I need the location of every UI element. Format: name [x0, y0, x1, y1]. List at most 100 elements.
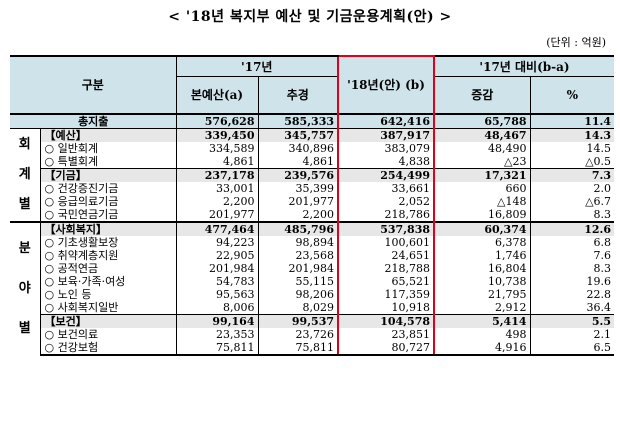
- cell-year18: 100,601: [337, 236, 436, 249]
- cell-percent: 22.8: [529, 288, 615, 301]
- row-label: ○ 보건의료: [44, 328, 99, 341]
- cell-percent: 14.3: [529, 128, 615, 142]
- cell-main-budget: 75,811: [175, 341, 258, 356]
- table-header: 구분 '17년 '18년(안) (b) '17년 대비(b-a) 본예산(a) …: [10, 55, 615, 115]
- cell-supplementary: 345,757: [257, 128, 339, 142]
- cell-main-budget: 22,905: [175, 249, 258, 262]
- row-label: ○ 취약계층지원: [44, 249, 119, 262]
- cell-change: 6,378: [495, 236, 527, 249]
- page-title: < '18년 복지부 예산 및 기금운용계획(안) >: [168, 9, 452, 25]
- cell-change: 10,738: [488, 275, 527, 288]
- side-label-account: 회 계 별: [10, 128, 41, 222]
- table-row: 분 야 별 【사회복지】 477,464 485,796 537,838 60,…: [10, 221, 615, 355]
- cell-year18: 218,786: [337, 208, 436, 222]
- cell-supplementary: 23,726: [257, 328, 339, 341]
- table-row: 회 계 별 【예산】 339,450 345,757 387,917 48,46…: [10, 128, 615, 222]
- cell-main-budget: 2,200: [175, 195, 258, 208]
- row-label: ○ 보육·가족·여성: [44, 275, 126, 288]
- cell-supplementary: 98,206: [257, 288, 339, 301]
- table-row: ○ 취약계층지원 22,905 23,568 24,651 1,746 7.6: [10, 249, 615, 262]
- table-row: ○ 노인 등 95,563 98,206 117,359 21,795 22.8: [10, 288, 615, 301]
- cell-main-budget: 201,984: [175, 262, 258, 275]
- cell-year18: 4,838: [337, 155, 436, 169]
- cell-main-budget: 8,006: [175, 301, 258, 315]
- budget-table: 구분 '17년 '18년(안) (b) '17년 대비(b-a) 본예산(a) …: [10, 55, 615, 356]
- row-label: ○ 건강증진기금: [44, 182, 119, 195]
- cell-change: △148: [497, 195, 527, 208]
- cell-year18: 33,661: [337, 182, 436, 195]
- cell-supplementary: 8,029: [257, 301, 339, 315]
- header-year18: '18년(안) (b): [337, 55, 436, 115]
- table-row: ○ 일반회계 334,589 340,896 383,079 48,490 14…: [10, 142, 615, 155]
- row-label: ○ 응급의료기금: [44, 195, 119, 208]
- side-label-field: 분 야 별: [10, 221, 41, 355]
- cell-supplementary: 340,896: [257, 142, 339, 155]
- cell-main-budget: 4,861: [175, 155, 258, 169]
- row-label: 【보건】: [40, 314, 176, 328]
- table-row: ○ 보건의료 23,353 23,726 23,851 498 2.1: [10, 328, 615, 341]
- cell-change: 48,490: [488, 142, 527, 155]
- cell-supplementary: 201,977: [257, 195, 339, 208]
- cell-percent: 6.5: [529, 341, 615, 356]
- table-row: ○ 특별회계 4,861 4,861 4,838 △23 △0.5: [10, 155, 615, 169]
- header-supplementary: 추경: [257, 76, 339, 115]
- cell-year18: 80,727: [337, 341, 436, 356]
- table-row: ○ 보육·가족·여성 54,783 55,115 65,521 10,738 1…: [10, 275, 615, 288]
- row-label: ○ 공적연금: [44, 262, 99, 275]
- row-label: ○ 사회복지일반: [44, 301, 119, 314]
- cell-supplementary: 75,811: [257, 341, 339, 356]
- cell-supplementary: 35,399: [257, 182, 339, 195]
- cell-main-budget: 576,628: [175, 113, 258, 129]
- unit-label: (단위 : 억원): [546, 36, 606, 49]
- cell-supplementary: 585,333: [257, 113, 339, 129]
- cell-change: △23: [504, 155, 527, 168]
- cell-main-budget: 237,178: [175, 168, 258, 182]
- cell-change: 660: [505, 182, 527, 195]
- cell-main-budget: 334,589: [175, 142, 258, 155]
- cell-supplementary: 485,796: [257, 221, 339, 236]
- cell-main-budget: 23,353: [175, 328, 258, 341]
- cell-year18: 10,918: [337, 301, 436, 315]
- cell-change: 4,916: [434, 341, 531, 356]
- cell-percent: △0.5: [529, 155, 615, 169]
- row-label: 【기금】: [40, 168, 176, 182]
- cell-percent: 14.5: [529, 142, 615, 155]
- cell-year18: 218,788: [337, 262, 436, 275]
- row-label: ○ 일반회계: [44, 142, 99, 155]
- cell-percent: 2.1: [529, 328, 615, 341]
- cell-supplementary: 4,861: [257, 155, 339, 169]
- cell-main-budget: 477,464: [175, 221, 258, 236]
- cell-change: 1,746: [495, 249, 527, 262]
- cell-change: 16,804: [488, 262, 527, 275]
- cell-year18: 65,521: [337, 275, 436, 288]
- cell-percent: 36.4: [529, 301, 615, 315]
- cell-year18: 254,499: [337, 168, 436, 182]
- cell-percent: 8.3: [529, 208, 615, 222]
- cell-percent: 12.6: [529, 221, 615, 236]
- table-body: 총지출 576,628 585,333 642,416 65,788 11.4 …: [10, 113, 615, 356]
- row-label: ○ 특별회계: [44, 155, 99, 168]
- cell-main-budget: 33,001: [175, 182, 258, 195]
- cell-change: 48,467: [434, 128, 531, 142]
- cell-percent: 7.3: [529, 168, 615, 182]
- budget-table-wrapper: 구분 '17년 '18년(안) (b) '17년 대비(b-a) 본예산(a) …: [10, 55, 615, 426]
- cell-percent: 19.6: [529, 275, 615, 288]
- cell-percent: △6.7: [529, 195, 615, 208]
- cell-percent: 2.0: [529, 182, 615, 195]
- table-row: ○ 기초생활보장 94,223 98,894 100,601 6,378 6.8: [10, 236, 615, 249]
- cell-supplementary: 239,576: [257, 168, 339, 182]
- cell-change: 5,414: [434, 314, 531, 328]
- table-row: 【기금】 237,178 239,576 254,499 17,321 7.3: [10, 168, 615, 182]
- cell-main-budget: 54,783: [175, 275, 258, 288]
- cell-year18: 2,052: [337, 195, 436, 208]
- cell-year18: 104,578: [337, 314, 436, 328]
- header-main-budget: 본예산(a): [175, 76, 258, 115]
- header-category: 구분: [10, 55, 176, 115]
- cell-percent: 6.8: [529, 236, 615, 249]
- row-label: 【사회복지】: [40, 221, 176, 236]
- cell-year18: 24,651: [337, 249, 436, 262]
- cell-percent: 11.4: [529, 113, 615, 129]
- cell-percent: 8.3: [529, 262, 615, 275]
- cell-year18: 387,917: [337, 128, 436, 142]
- header-year17: '17년: [175, 55, 339, 77]
